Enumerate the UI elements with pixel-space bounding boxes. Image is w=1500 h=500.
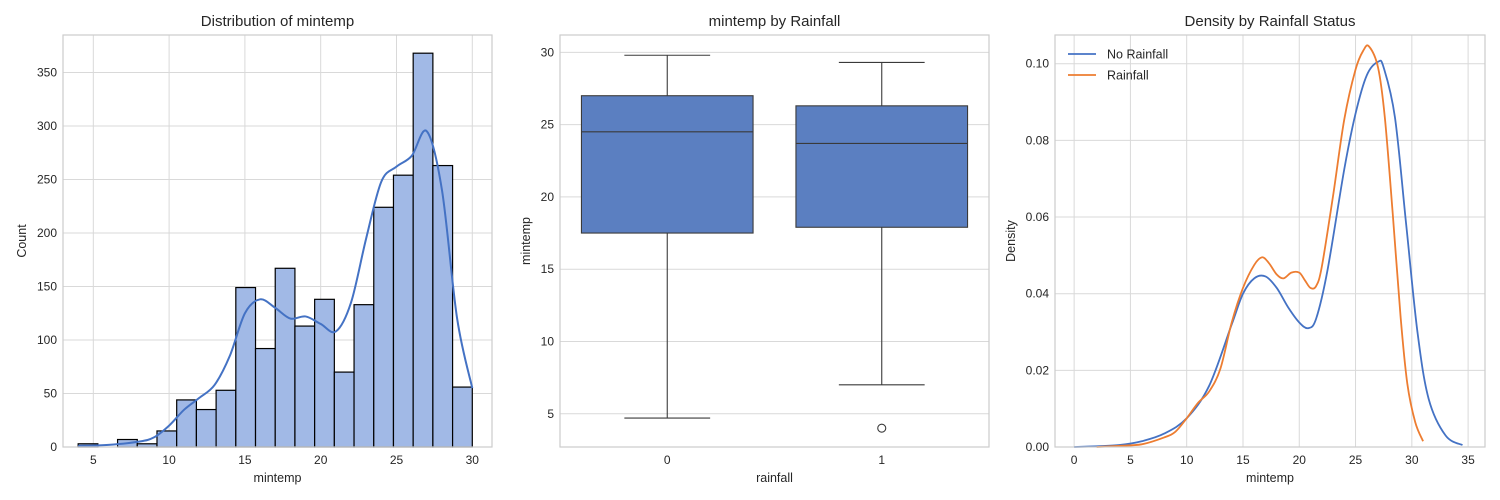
density-y-axis-label: Density <box>1004 219 1018 261</box>
histogram-x-axis-label: mintemp <box>254 471 302 485</box>
boxplot-axes-frame <box>559 34 990 448</box>
boxplot-y-tick-label: 5 <box>547 407 554 421</box>
density-y-tick-label: 0.08 <box>1026 133 1050 147</box>
histogram-bar <box>215 389 237 448</box>
histogram-bar <box>353 304 375 448</box>
histogram-y-axis-label: Count <box>15 224 29 258</box>
density-x-tick-label: 5 <box>1127 453 1134 467</box>
histogram-bar <box>432 164 454 448</box>
density-y-tick-label: 0.02 <box>1026 363 1050 377</box>
histogram-bar <box>254 347 276 448</box>
histogram-y-tick-label: 100 <box>37 333 57 347</box>
density-legend: No Rainfall Rainfall <box>1068 48 1168 83</box>
boxplot-title: mintemp by Rainfall <box>709 13 841 30</box>
histogram-x-tick-label: 25 <box>390 453 404 467</box>
boxplot-y-tick-label: 15 <box>541 262 555 276</box>
histogram-panel: Distribution of mintemp 5 10 15 20 25 30 0 50 1… <box>15 13 493 485</box>
boxplot-y-tick-label: 25 <box>541 118 555 132</box>
histogram-axes-frame <box>62 34 493 448</box>
histogram-bar <box>373 206 395 448</box>
boxplot-y-tick-labels: 5 10 15 20 25 30 <box>541 45 555 420</box>
legend-label-1: Rainfall <box>1107 69 1149 83</box>
density-title: Density by Rainfall Status <box>1185 13 1356 30</box>
histogram-x-tick-label: 10 <box>162 453 176 467</box>
density-x-tick-label: 30 <box>1405 453 1419 467</box>
boxplot-box <box>580 95 754 234</box>
histogram-y-tick-label: 150 <box>37 279 57 293</box>
density-x-tick-label: 0 <box>1071 453 1078 467</box>
density-x-tick-label: 10 <box>1180 453 1194 467</box>
density-y-tick-labels: 0.00 0.02 0.04 0.06 0.08 0.10 <box>1026 57 1050 454</box>
density-x-tick-label: 25 <box>1349 453 1363 467</box>
histogram-bar <box>274 267 296 448</box>
density-lines <box>1074 44 1463 448</box>
density-x-axis-label: mintemp <box>1246 471 1294 485</box>
histogram-bar <box>451 386 473 448</box>
histogram-x-tick-label: 5 <box>90 453 97 467</box>
density-axes-frame <box>1054 34 1486 448</box>
boxplot-x-axis-label: rainfall <box>756 471 793 485</box>
boxplot-y-tick-label: 10 <box>541 334 555 348</box>
boxplot-box <box>795 105 969 228</box>
density-x-tick-labels: 0 5 10 15 20 25 30 35 <box>1071 453 1475 467</box>
histogram-bar <box>333 371 355 448</box>
histogram-y-tick-label: 350 <box>37 65 57 79</box>
histogram-y-tick-label: 0 <box>50 440 57 454</box>
density-y-tick-label: 0.10 <box>1026 57 1050 71</box>
density-y-tick-label: 0.04 <box>1026 287 1050 301</box>
histogram-y-tick-label: 300 <box>37 119 57 133</box>
histogram-y-tick-label: 200 <box>37 226 57 240</box>
boxplot-boxes <box>580 54 969 433</box>
histogram-bar <box>392 174 414 448</box>
density-x-tick-label: 35 <box>1461 453 1475 467</box>
boxplot-y-axis-label: mintemp <box>519 217 533 265</box>
boxplot-outlier-point <box>877 423 887 433</box>
histogram-y-tick-label: 50 <box>44 386 58 400</box>
histogram-bar <box>195 408 217 448</box>
density-x-tick-label: 20 <box>1293 453 1307 467</box>
histogram-title: Distribution of mintemp <box>201 13 354 30</box>
histogram-kde-line <box>78 129 474 447</box>
density-series-line-1 <box>1096 44 1424 448</box>
histogram-x-tick-label: 30 <box>466 453 480 467</box>
density-x-tick-label: 15 <box>1236 453 1250 467</box>
histogram-y-tick-labels: 0 50 100 150 200 250 300 350 <box>37 65 57 454</box>
boxplot-y-tick-label: 30 <box>541 45 555 59</box>
histogram-x-tick-label: 20 <box>314 453 328 467</box>
histogram-bar <box>412 52 434 448</box>
histogram-bars <box>77 52 473 448</box>
density-panel: Density by Rainfall Status 0 5 10 15 20 25 30 3… <box>1004 13 1486 485</box>
histogram-x-tick-labels: 5 10 15 20 25 30 <box>90 453 479 467</box>
density-gridlines <box>1055 35 1485 448</box>
density-y-tick-label: 0.00 <box>1026 440 1050 454</box>
histogram-x-tick-label: 15 <box>238 453 252 467</box>
boxplot-y-tick-label: 20 <box>541 190 555 204</box>
histogram-y-tick-label: 250 <box>37 172 57 186</box>
boxplot-x-tick-label: 1 <box>878 453 885 467</box>
density-series-line-0 <box>1074 59 1463 448</box>
density-y-tick-label: 0.06 <box>1026 210 1050 224</box>
boxplot-x-tick-label: 0 <box>664 453 671 467</box>
legend-label-0: No Rainfall <box>1107 48 1168 62</box>
histogram-bar <box>294 325 316 448</box>
